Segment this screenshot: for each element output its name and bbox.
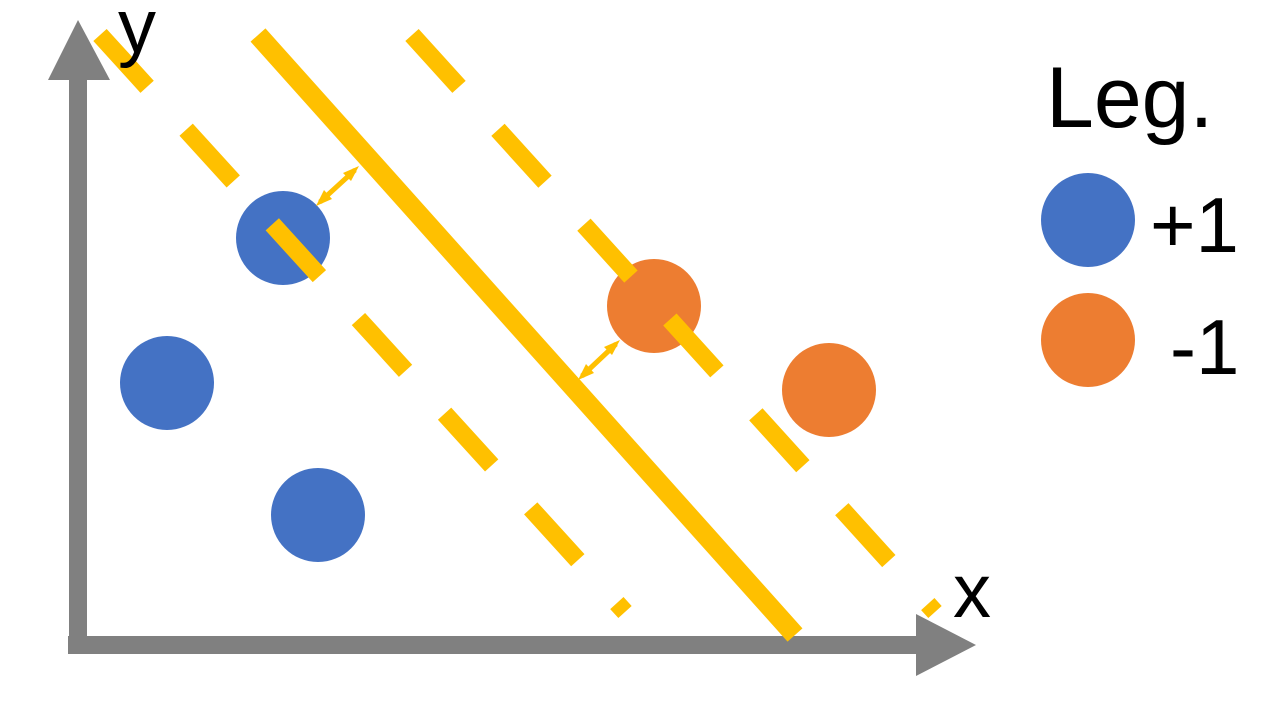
positive-point — [271, 468, 365, 562]
x-axis — [68, 614, 976, 676]
x-axis-arrowhead — [916, 614, 976, 676]
margin-arrow-upper — [316, 166, 359, 206]
negative-point — [782, 343, 876, 437]
y-axis — [48, 20, 110, 652]
margin-line-left — [93, 28, 632, 619]
positive-point — [120, 336, 214, 430]
margin-arrow-upper-head-a — [316, 190, 332, 206]
legend-title: Leg. — [1046, 50, 1213, 146]
y-axis-label: y — [118, 0, 156, 69]
margin-lines — [93, 28, 942, 619]
margin-arrow-lower-head-a — [578, 364, 594, 380]
decision-boundary-line — [250, 28, 803, 642]
legend: Leg. +1 -1 — [1041, 50, 1239, 391]
margin-arrow-lower — [578, 340, 620, 380]
x-axis-label: x — [953, 549, 991, 634]
legend-positive-label: +1 — [1150, 181, 1239, 269]
legend-negative-swatch — [1041, 293, 1135, 387]
y-axis-arrowhead — [48, 20, 110, 80]
margin-arrow-upper-head-b — [343, 166, 359, 181]
margin-arrow-lower-head-b — [604, 340, 620, 355]
legend-positive-swatch — [1041, 173, 1135, 267]
margin-line-right — [405, 28, 942, 619]
legend-negative-label: -1 — [1170, 303, 1239, 391]
